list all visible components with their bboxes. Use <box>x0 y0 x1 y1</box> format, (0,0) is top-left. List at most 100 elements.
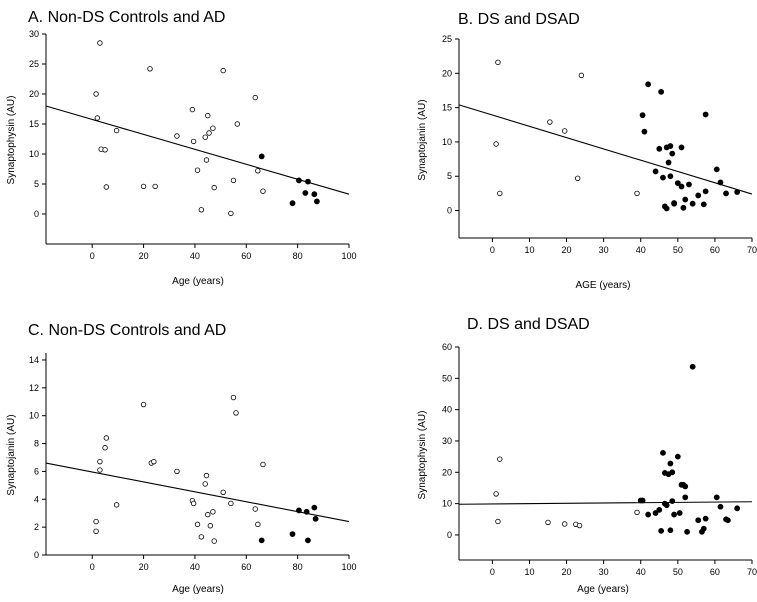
panel-d-filled-point <box>713 494 720 501</box>
panel-d-filled-point <box>663 502 670 509</box>
panel-d-x-tick-label: 40 <box>636 567 646 577</box>
panel-a-open-point <box>206 130 212 136</box>
panel-d-filled-point <box>682 494 689 501</box>
panel-d-filled-point <box>660 449 666 456</box>
panel-a-y-tick-label: 15 <box>29 119 39 129</box>
panel-c-y-tick-label: 10 <box>29 411 39 421</box>
panel-b-open-point <box>497 190 503 197</box>
panel-c-x-tick-label: 80 <box>293 562 303 572</box>
panel-d-filled-point <box>671 511 678 518</box>
panel-a-x-tick-label: 60 <box>241 251 251 261</box>
panel-d-filled-point <box>656 506 663 513</box>
panel-a-open-point <box>102 147 108 153</box>
panel-a-open-point <box>198 207 205 213</box>
panel-c-open-point <box>93 518 99 525</box>
panel-b-filled-point <box>680 204 687 211</box>
panel-c-open-point <box>202 481 208 487</box>
panel-d-x-tick-label: 60 <box>710 567 720 577</box>
panel-b-filled-point <box>656 145 663 152</box>
panel-c-y-tick-label: 12 <box>29 383 39 393</box>
panel-b-x-tick-label: 70 <box>747 245 757 255</box>
panel-c-open-point <box>220 489 226 496</box>
panel-a-x-tick-label: 100 <box>341 251 356 261</box>
panel-d-filled-point <box>684 528 690 535</box>
panel-b-x-tick-label: 10 <box>524 245 534 255</box>
panel-d-open-point <box>493 491 499 497</box>
panel-b-filled-point <box>702 111 709 118</box>
panel-d-filled-point <box>724 517 731 524</box>
panel-b-x-tick-label: 50 <box>673 245 683 255</box>
panel-c-x-tick-label: 60 <box>241 562 251 572</box>
panel-a-regression-line <box>45 105 350 195</box>
panel-c-y-axis-label: Synaptojanin (AU) <box>6 414 17 495</box>
panel-a-x-tick-label: 80 <box>293 251 303 261</box>
panel-a-title: A. Non-DS Controls and AD <box>28 9 226 26</box>
panel-d-filled-point <box>700 525 707 532</box>
panel-c-open-point <box>174 468 180 475</box>
panel-a-x-tick-label: 0 <box>90 251 95 261</box>
panel-c-open-point <box>190 500 197 507</box>
panel-b-filled-point <box>713 166 720 173</box>
panel-b-filled-point <box>667 143 674 149</box>
panel-c-open-point <box>228 500 234 507</box>
panel-d-open-point <box>562 521 568 527</box>
panel-a-open-point <box>152 183 158 190</box>
panel-b-filled-point <box>717 179 724 186</box>
panel-c-open-point <box>103 435 110 441</box>
panel-d-filled-point <box>669 498 676 505</box>
panel-a-filled-point <box>305 178 311 185</box>
panel-d-regression-line <box>458 501 753 505</box>
panel-b-filled-point <box>702 188 709 195</box>
panel-c-filled-point <box>305 537 311 544</box>
panel-c-open-point <box>113 502 120 508</box>
panel-d-x-tick-label: 0 <box>490 567 495 577</box>
panel-b-filled-point <box>652 168 659 175</box>
panel-a-filled-point <box>258 153 265 160</box>
panel-b-regression-line <box>458 104 753 195</box>
panel-d-open-point <box>545 519 551 526</box>
panel-d-filled-point <box>667 527 674 534</box>
panel-b-y-tick-label: 20 <box>442 68 452 78</box>
panel-b-x-tick-label: 60 <box>710 245 720 255</box>
panel-d-y-tick-label: 50 <box>442 373 452 383</box>
panel-c-open-point <box>151 458 157 465</box>
panel-a-open-point <box>189 106 196 113</box>
panel-b-open-point <box>578 72 585 79</box>
panel-b-y-tick-label: 5 <box>447 171 452 181</box>
panel-d-filled-point <box>669 469 676 476</box>
panel-b-open-point <box>574 175 581 181</box>
panel-d-title: D. DS and DSAD <box>467 316 590 333</box>
panel-a-y-tick-label: 10 <box>29 149 39 159</box>
panel-b-filled-point <box>663 205 670 212</box>
panel-a-open-point <box>194 167 201 173</box>
panel-c-open-point <box>203 472 210 479</box>
panel-c-open-point <box>210 509 216 515</box>
panel-d-x-tick-label: 50 <box>673 567 683 577</box>
panel-a-filled-point <box>289 200 296 207</box>
panel-a-open-point <box>255 168 261 174</box>
panel-a-open-point <box>230 177 237 184</box>
panel-d-x-tick-label: 30 <box>599 567 609 577</box>
panel-b-y-tick-label: 15 <box>442 103 452 113</box>
panel-c-filled-point <box>312 515 319 522</box>
panel-c-open-point <box>93 528 99 535</box>
panel-b-filled-point <box>645 81 652 88</box>
panel-a-filled-point <box>296 177 302 184</box>
panel-c-open-point <box>252 506 258 512</box>
panel-d-filled-point <box>695 517 702 524</box>
panel-b-open-point <box>495 59 501 66</box>
panel-c-filled-point <box>289 531 296 538</box>
panel-d-open-point <box>576 522 583 529</box>
panel-d-filled-point <box>652 510 659 516</box>
panel-b-open-point <box>493 141 499 147</box>
panel-d-y-axis-label: Synaptophysin (AU) <box>417 411 428 500</box>
panel-d-x-axis-label: Age (years) <box>577 584 629 595</box>
panel-b-x-tick-label: 20 <box>562 245 572 255</box>
panel-c-y-tick-label: 0 <box>34 550 39 560</box>
panel-c-open-point <box>255 521 261 528</box>
panel-b-filled-point <box>658 88 665 95</box>
panel-d-x-tick-label: 70 <box>747 567 757 577</box>
panel-d-x-tick-label: 20 <box>562 567 572 577</box>
panel-b-filled-point <box>734 189 741 195</box>
